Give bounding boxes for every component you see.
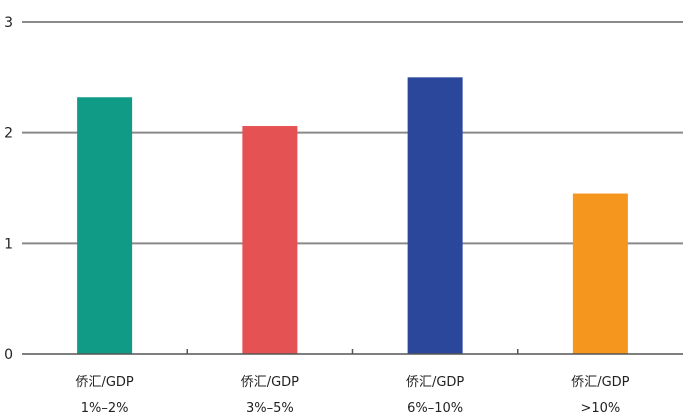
x-category-label-2-0: 侨汇/GDP — [406, 375, 464, 390]
bar-2 — [407, 77, 463, 354]
x-category-label-0-0: 侨汇/GDP — [75, 375, 133, 390]
x-axis — [22, 349, 683, 355]
bar-1 — [242, 126, 298, 354]
y-tick-label-0: 0 — [4, 347, 13, 363]
y-tick-label-2: 2 — [4, 126, 13, 142]
x-category-labels: 侨汇/GDP 1%–2% 侨汇/GDP 3%–5% 侨汇/GDP 6%–10% 侨汇/GDP… — [75, 375, 629, 416]
y-tick-labels: 0 1 2 3 — [4, 15, 13, 363]
x-category-label-1-1: 3%–5% — [246, 401, 294, 416]
y-tick-label-1: 1 — [4, 236, 13, 252]
bars — [77, 77, 628, 355]
y-tick-label-3: 3 — [4, 15, 13, 31]
x-category-label-3-1: >10% — [580, 401, 620, 416]
grid-lines — [22, 21, 683, 245]
x-category-label-1-0: 侨汇/GDP — [241, 375, 299, 390]
x-category-label-3-0: 侨汇/GDP — [571, 375, 629, 390]
bar-3 — [572, 193, 628, 354]
x-category-label-0-1: 1%–2% — [81, 401, 129, 416]
x-category-label-2-1: 6%–10% — [407, 401, 463, 416]
bar-0 — [77, 97, 133, 355]
